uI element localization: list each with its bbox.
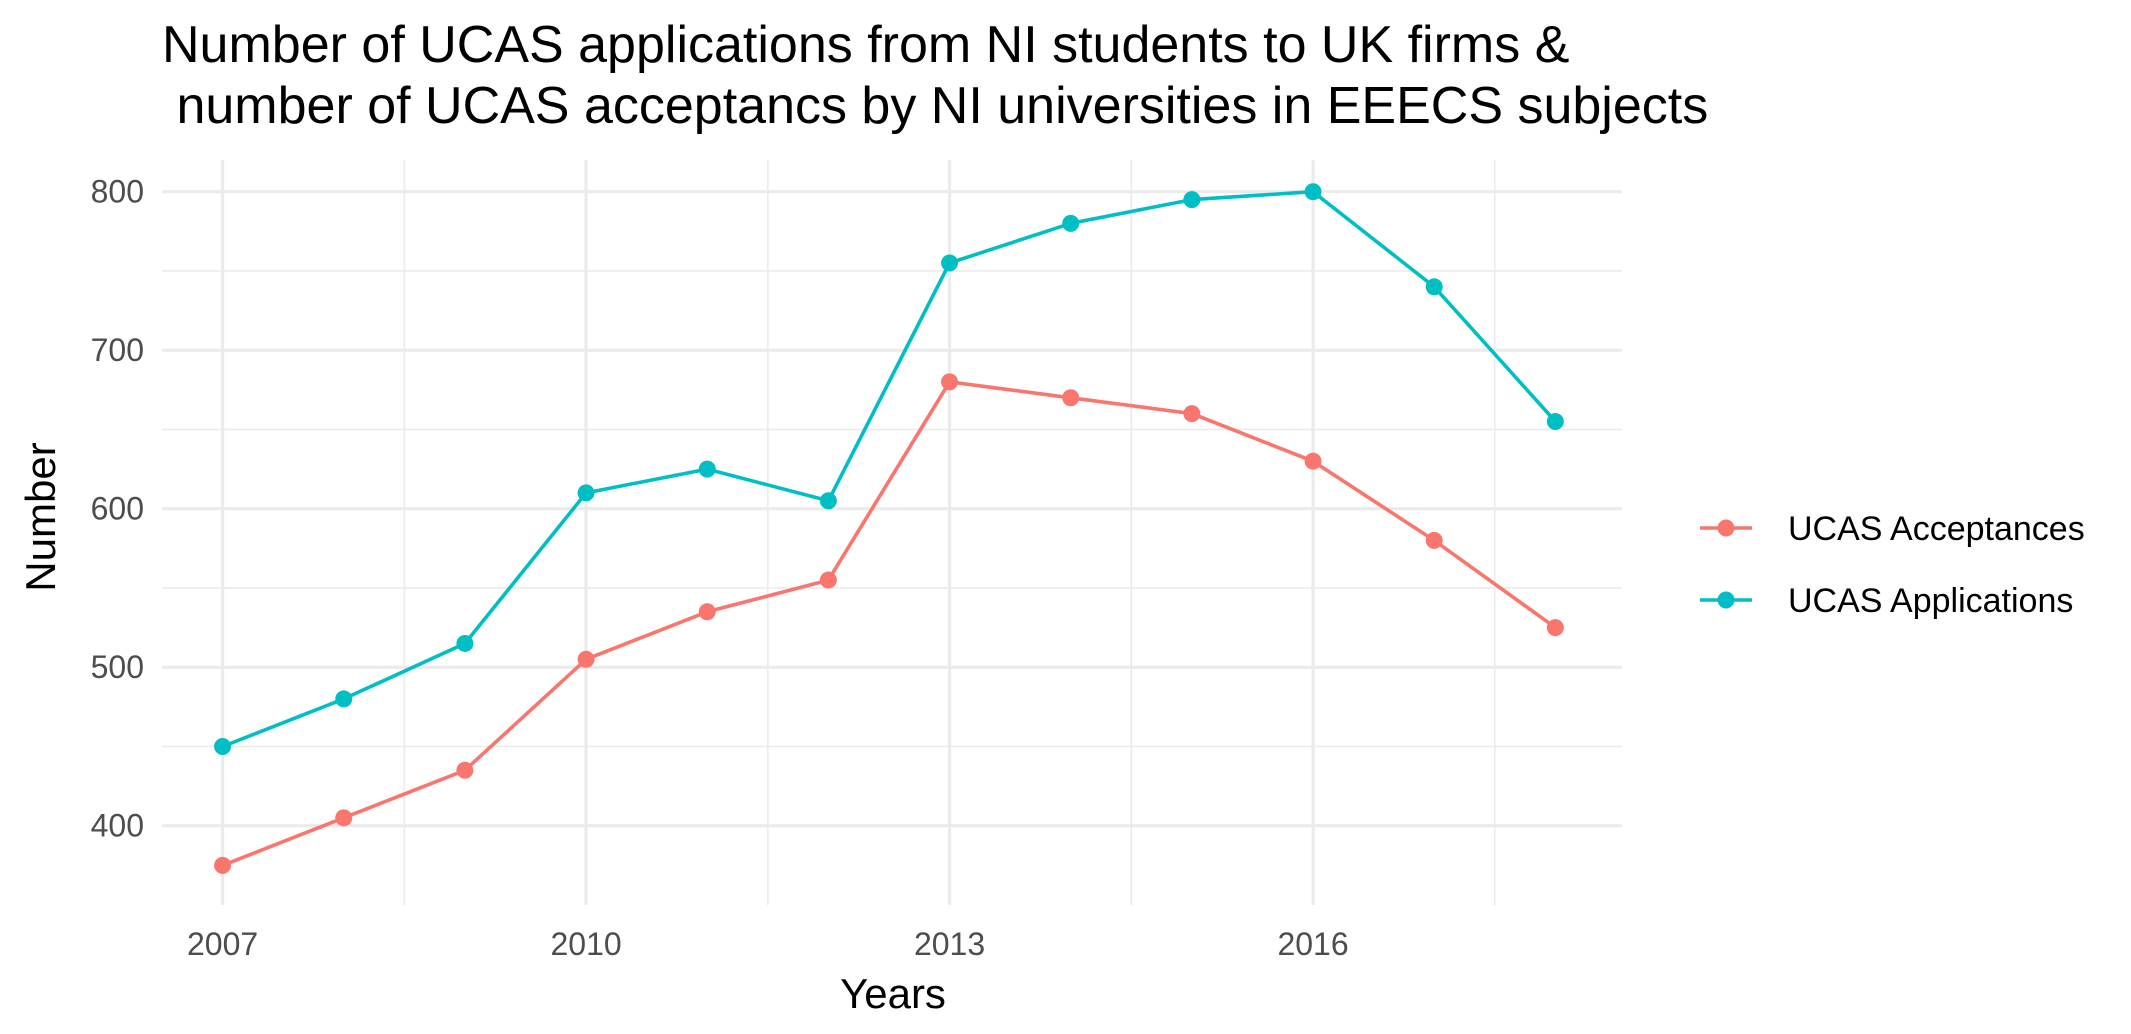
data-point-ucas-acceptances bbox=[1183, 405, 1201, 423]
series-line-ucas-applications bbox=[221, 189, 1557, 749]
data-point-ucas-applications bbox=[819, 492, 837, 510]
x-tick-label: 2007 bbox=[187, 926, 258, 962]
data-point-ucas-acceptances bbox=[819, 571, 837, 589]
data-point-ucas-applications bbox=[1062, 214, 1080, 232]
data-point-ucas-acceptances bbox=[335, 809, 353, 827]
data-point-ucas-acceptances bbox=[456, 761, 474, 779]
y-tick-label: 400 bbox=[91, 808, 144, 844]
x-tick-label: 2013 bbox=[914, 926, 985, 962]
y-axis-title: Number bbox=[17, 442, 64, 591]
y-tick-label: 500 bbox=[91, 649, 144, 685]
data-point-ucas-applications bbox=[698, 460, 716, 478]
data-point-ucas-acceptances bbox=[698, 603, 716, 621]
legend: UCAS Acceptances UCAS Applications bbox=[1700, 510, 2085, 620]
legend-key-point-ucas-applications bbox=[1717, 591, 1735, 609]
grid bbox=[162, 160, 1622, 905]
y-tick-label: 600 bbox=[91, 491, 144, 527]
data-point-ucas-applications bbox=[1183, 191, 1201, 209]
x-axis-title: Years bbox=[840, 970, 946, 1017]
x-tick-label: 2010 bbox=[550, 926, 621, 962]
data-point-ucas-acceptances bbox=[1546, 619, 1564, 637]
y-tick-label: 800 bbox=[91, 174, 144, 210]
data-point-ucas-acceptances bbox=[1304, 452, 1322, 470]
y-tick-label: 700 bbox=[91, 332, 144, 368]
axes: Number of UCAS applications from NI stud… bbox=[17, 16, 1708, 1017]
chart-title-line-2: number of UCAS acceptancs by NI universi… bbox=[162, 77, 1708, 135]
data-point-ucas-acceptances bbox=[577, 650, 595, 668]
data-point-ucas-applications bbox=[1425, 278, 1443, 296]
x-tick-label: 2016 bbox=[1277, 926, 1348, 962]
data-point-ucas-acceptances bbox=[1062, 389, 1080, 407]
plot-area bbox=[214, 183, 1564, 874]
data-point-ucas-applications bbox=[577, 484, 595, 502]
data-point-ucas-applications bbox=[335, 690, 353, 708]
legend-label-ucas-acceptances: UCAS Acceptances bbox=[1788, 510, 2085, 548]
data-point-ucas-acceptances bbox=[1425, 531, 1443, 549]
legend-label-ucas-applications: UCAS Applications bbox=[1788, 582, 2073, 620]
data-point-ucas-acceptances bbox=[941, 373, 959, 391]
data-point-ucas-applications bbox=[456, 634, 474, 652]
data-point-ucas-applications bbox=[941, 254, 959, 272]
series-line-ucas-acceptances bbox=[221, 380, 1557, 868]
data-point-ucas-applications bbox=[1304, 183, 1322, 201]
chart-title-line-1: Number of UCAS applications from NI stud… bbox=[162, 16, 1569, 74]
legend-key-point-ucas-acceptances bbox=[1717, 519, 1735, 537]
data-point-ucas-applications bbox=[214, 737, 232, 755]
data-point-ucas-applications bbox=[1546, 413, 1564, 431]
data-point-ucas-acceptances bbox=[214, 856, 232, 874]
